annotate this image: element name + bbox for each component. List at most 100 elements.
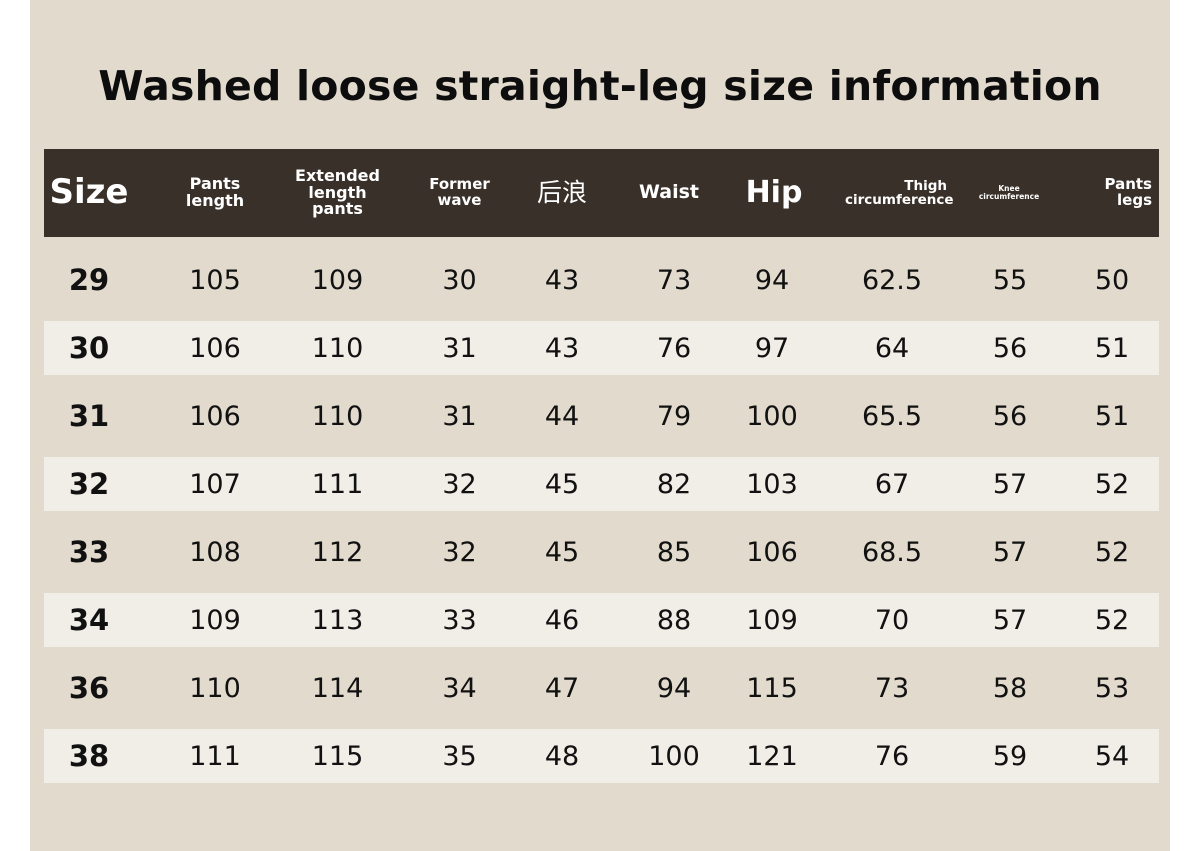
header-pants-length: Pants length xyxy=(185,174,245,210)
table-row: 36 110 114 34 47 94 115 73 58 53 xyxy=(44,661,1159,715)
cell-thigh: 64 xyxy=(874,332,910,364)
header-size: Size xyxy=(49,172,129,213)
cell-hip: 103 xyxy=(746,468,798,500)
cell-pants-length: 106 xyxy=(189,400,241,432)
cell-thigh: 68.5 xyxy=(861,536,923,568)
cell-thigh: 67 xyxy=(874,468,910,500)
cell-waist: 76 xyxy=(656,332,692,364)
cell-pants-length: 110 xyxy=(189,672,241,704)
table-row: 30 106 110 31 43 76 97 64 56 51 xyxy=(44,321,1159,375)
cell-pants-legs: 50 xyxy=(1094,264,1130,296)
cell-pants-legs: 51 xyxy=(1094,332,1130,364)
cell-former-wave: 34 xyxy=(442,672,477,704)
cell-former-wave: 32 xyxy=(442,536,477,568)
cell-former-wave: 32 xyxy=(442,468,477,500)
cell-rear-rise: 43 xyxy=(544,264,580,296)
cell-extended-length: 110 xyxy=(311,332,364,364)
cell-rear-rise: 45 xyxy=(544,468,580,500)
cell-pants-length: 108 xyxy=(189,536,241,568)
table-row: 38 111 115 35 48 100 121 76 59 54 xyxy=(44,729,1159,783)
cell-hip: 106 xyxy=(746,536,798,568)
cell-waist: 73 xyxy=(656,264,692,296)
cell-hip: 121 xyxy=(746,740,798,772)
cell-waist: 85 xyxy=(656,536,692,568)
header-rear-rise: 后浪 xyxy=(536,177,587,207)
cell-waist: 79 xyxy=(656,400,692,432)
cell-pants-legs: 52 xyxy=(1094,536,1130,568)
cell-former-wave: 30 xyxy=(442,264,477,296)
cell-knee: 59 xyxy=(992,740,1028,772)
cell-rear-rise: 47 xyxy=(544,672,580,704)
cell-waist: 82 xyxy=(656,468,692,500)
cell-knee: 57 xyxy=(992,536,1028,568)
header-former-wave: Former wave xyxy=(429,175,490,209)
cell-pants-legs: 52 xyxy=(1094,468,1130,500)
cell-hip: 115 xyxy=(746,672,798,704)
cell-extended-length: 111 xyxy=(311,468,364,500)
cell-knee: 56 xyxy=(992,400,1028,432)
cell-former-wave: 35 xyxy=(442,740,477,772)
header-thigh-circumference: Thigh circumference xyxy=(845,177,954,208)
cell-extended-length: 110 xyxy=(311,400,364,432)
cell-size: 33 xyxy=(68,535,110,569)
cell-extended-length: 114 xyxy=(311,672,364,704)
cell-size: 32 xyxy=(68,467,110,501)
table-row: 34 109 113 33 46 88 109 70 57 52 xyxy=(44,593,1159,647)
cell-knee: 58 xyxy=(992,672,1028,704)
cell-rear-rise: 45 xyxy=(544,536,580,568)
cell-pants-length: 106 xyxy=(189,332,241,364)
size-table: Size Pants length Extended length pants … xyxy=(44,149,1159,783)
header-hip: Hip xyxy=(745,175,803,211)
cell-knee: 57 xyxy=(992,468,1028,500)
cell-size: 34 xyxy=(68,603,110,637)
cell-waist: 100 xyxy=(648,740,700,772)
cell-knee: 55 xyxy=(992,264,1028,296)
cell-rear-rise: 48 xyxy=(544,740,580,772)
cell-pants-length: 109 xyxy=(189,604,241,636)
cell-thigh: 62.5 xyxy=(861,264,923,296)
cell-waist: 88 xyxy=(656,604,692,636)
cell-waist: 94 xyxy=(656,672,692,704)
cell-pants-length: 111 xyxy=(189,740,241,772)
cell-rear-rise: 46 xyxy=(544,604,580,636)
cell-knee: 57 xyxy=(992,604,1028,636)
table-row: 32 107 111 32 45 82 103 67 57 52 xyxy=(44,457,1159,511)
table-row: 29 105 109 30 43 73 94 62.5 55 50 xyxy=(44,253,1159,307)
cell-thigh: 65.5 xyxy=(861,400,923,432)
table-header: Size Pants length Extended length pants … xyxy=(44,149,1159,237)
cell-pants-legs: 52 xyxy=(1094,604,1130,636)
cell-pants-legs: 51 xyxy=(1094,400,1130,432)
cell-extended-length: 112 xyxy=(311,536,364,568)
cell-hip: 94 xyxy=(754,264,790,296)
cell-former-wave: 33 xyxy=(442,604,477,636)
cell-size: 38 xyxy=(68,739,110,773)
cell-hip: 100 xyxy=(746,400,798,432)
cell-size: 36 xyxy=(68,671,110,705)
cell-size: 29 xyxy=(68,263,110,297)
cell-former-wave: 31 xyxy=(442,332,477,364)
cell-rear-rise: 44 xyxy=(544,400,580,432)
cell-size: 31 xyxy=(68,399,110,433)
table-row: 33 108 112 32 45 85 106 68.5 57 52 xyxy=(44,525,1159,579)
cell-extended-length: 109 xyxy=(311,264,364,296)
cell-extended-length: 113 xyxy=(311,604,364,636)
page-title: Washed loose straight-leg size informati… xyxy=(98,62,1102,110)
cell-thigh: 70 xyxy=(874,604,910,636)
cell-thigh: 73 xyxy=(874,672,910,704)
header-extended-length-pants: Extended length pants xyxy=(295,165,380,219)
cell-pants-legs: 53 xyxy=(1094,672,1130,704)
cell-rear-rise: 43 xyxy=(544,332,580,364)
cell-former-wave: 31 xyxy=(442,400,477,432)
cell-pants-length: 105 xyxy=(189,264,241,296)
header-knee-circumference: Knee circumference xyxy=(978,184,1040,201)
cell-hip: 109 xyxy=(746,604,798,636)
cell-size: 30 xyxy=(68,331,110,365)
header-waist: Waist xyxy=(638,181,699,204)
cell-hip: 97 xyxy=(754,332,790,364)
table-row: 31 106 110 31 44 79 100 65.5 56 51 xyxy=(44,389,1159,443)
cell-pants-legs: 54 xyxy=(1094,740,1130,772)
cell-extended-length: 115 xyxy=(311,740,364,772)
cell-knee: 56 xyxy=(992,332,1028,364)
background-panel xyxy=(30,0,1170,851)
header-pants-legs: Pants legs xyxy=(1104,175,1153,209)
